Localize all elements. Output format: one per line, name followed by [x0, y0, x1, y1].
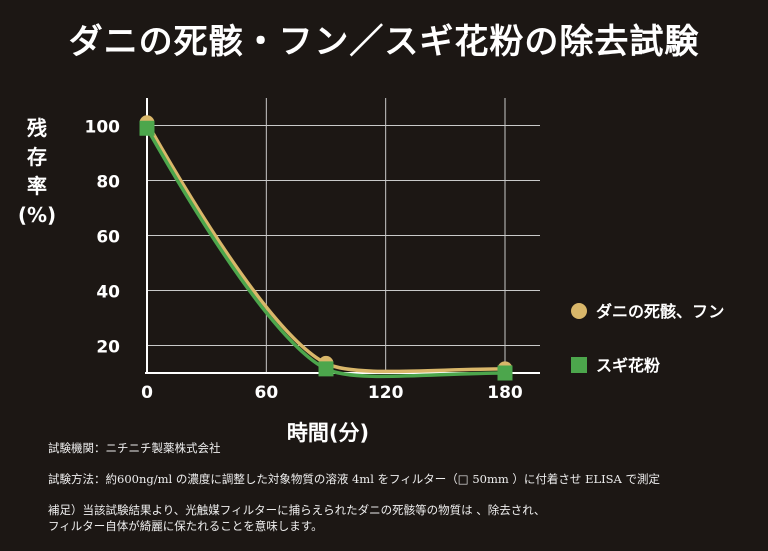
x-tick-label: 180 — [487, 383, 523, 403]
series-layer — [139, 115, 513, 381]
y-axis-label-char: 残 — [27, 116, 47, 140]
test-method-note: 試験方法：約600ng/ml の濃度に調整した対象物質の溶液 4ml をフィルタ… — [48, 472, 660, 486]
data-point — [318, 361, 334, 377]
y-tick-label: 20 — [96, 338, 120, 358]
legend-item: スギ花粉 — [571, 356, 660, 375]
x-tick-label: 0 — [141, 383, 153, 403]
y-axis-label-char: (%) — [18, 203, 56, 227]
legend-label: スギ花粉 — [596, 356, 660, 375]
supplement-note-line-1: 補足）当該試験結果より、光触媒フィルターに捕らえられたダニの死骸等の物質は 、除… — [48, 503, 546, 517]
y-tick-label: 40 — [96, 283, 120, 303]
y-tick-label: 80 — [96, 173, 120, 193]
series-1 — [139, 115, 513, 377]
x-tick-label: 60 — [254, 383, 278, 403]
series-2 — [139, 120, 513, 381]
data-point — [497, 365, 513, 381]
y-axis-label: 残存率 (%) — [18, 116, 56, 227]
data-point — [139, 120, 155, 136]
chart-title: ダニの死骸・フン／スギ花粉の除去試験 — [68, 22, 700, 62]
series-line — [145, 121, 507, 374]
series-line — [145, 126, 507, 379]
y-tick-label: 60 — [96, 228, 120, 248]
x-tick-label: 120 — [368, 383, 404, 403]
y-axis-label-char: 存 — [27, 145, 47, 169]
test-agency-note: 試験機関：ニチニチ製薬株式会社 — [48, 441, 221, 455]
legend-label: ダニの死骸、フン — [596, 302, 724, 321]
supplement-note-line-2: フィルター自体が綺麗に保たれることを意味します。 — [48, 519, 323, 533]
y-axis-label-char: 率 — [27, 174, 47, 198]
legend-item: ダニの死骸、フン — [571, 302, 724, 321]
grid — [147, 98, 540, 373]
legend-marker — [571, 303, 587, 319]
axes: 20 40 60 80 100 0 60 120 180 時間(分) 残存率 (%) — [18, 98, 540, 445]
legend-marker — [571, 357, 587, 373]
y-tick-label: 100 — [85, 118, 121, 138]
x-axis-label: 時間(分) — [287, 421, 369, 445]
